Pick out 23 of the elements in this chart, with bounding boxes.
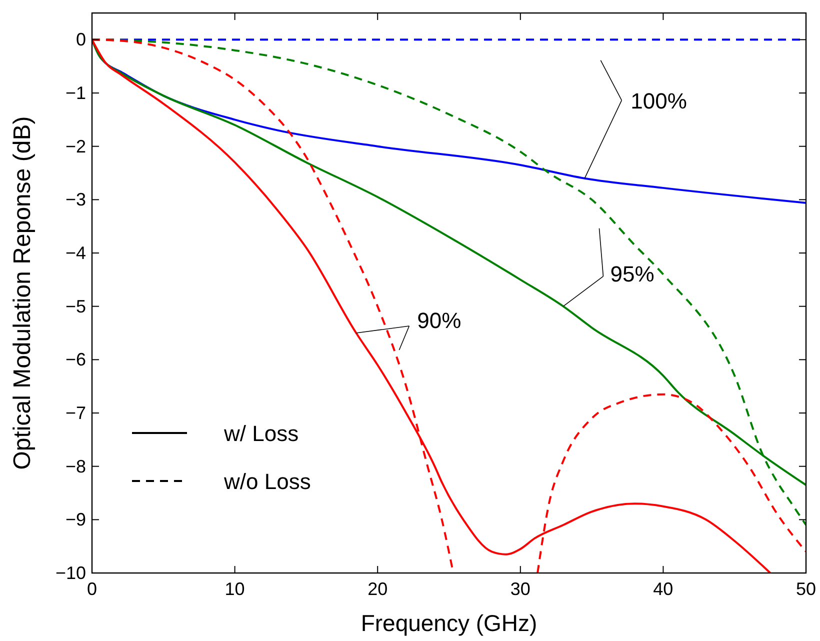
legend-label: w/ Loss <box>223 421 299 446</box>
x-tick-label: 50 <box>796 579 816 599</box>
y-tick-label: −3 <box>65 190 86 210</box>
y-tick-label: −9 <box>65 510 86 530</box>
y-tick-label: −5 <box>65 296 86 316</box>
annotation: 95% <box>610 261 654 286</box>
x-tick-label: 40 <box>653 579 674 599</box>
y-tick-label: −2 <box>65 136 86 156</box>
x-axis-title: Frequency (GHz) <box>360 610 538 636</box>
y-tick-label: 0 <box>76 30 86 50</box>
y-tick-label: −4 <box>65 243 86 263</box>
x-tick-label: 10 <box>224 579 245 599</box>
annotation: 90% <box>417 308 462 333</box>
y-tick-label: −10 <box>55 563 86 583</box>
x-tick-label: 30 <box>510 579 530 599</box>
y-tick-label: −6 <box>65 350 86 370</box>
y-tick-label: −8 <box>65 456 86 476</box>
y-tick-label: −7 <box>65 403 86 423</box>
x-tick-label: 20 <box>368 579 388 599</box>
y-axis-title: Optical Modulation Reponse (dB) <box>9 116 36 470</box>
y-tick-label: −1 <box>65 83 86 103</box>
legend-label: w/o Loss <box>223 469 311 494</box>
annotation: 100% <box>630 88 687 114</box>
